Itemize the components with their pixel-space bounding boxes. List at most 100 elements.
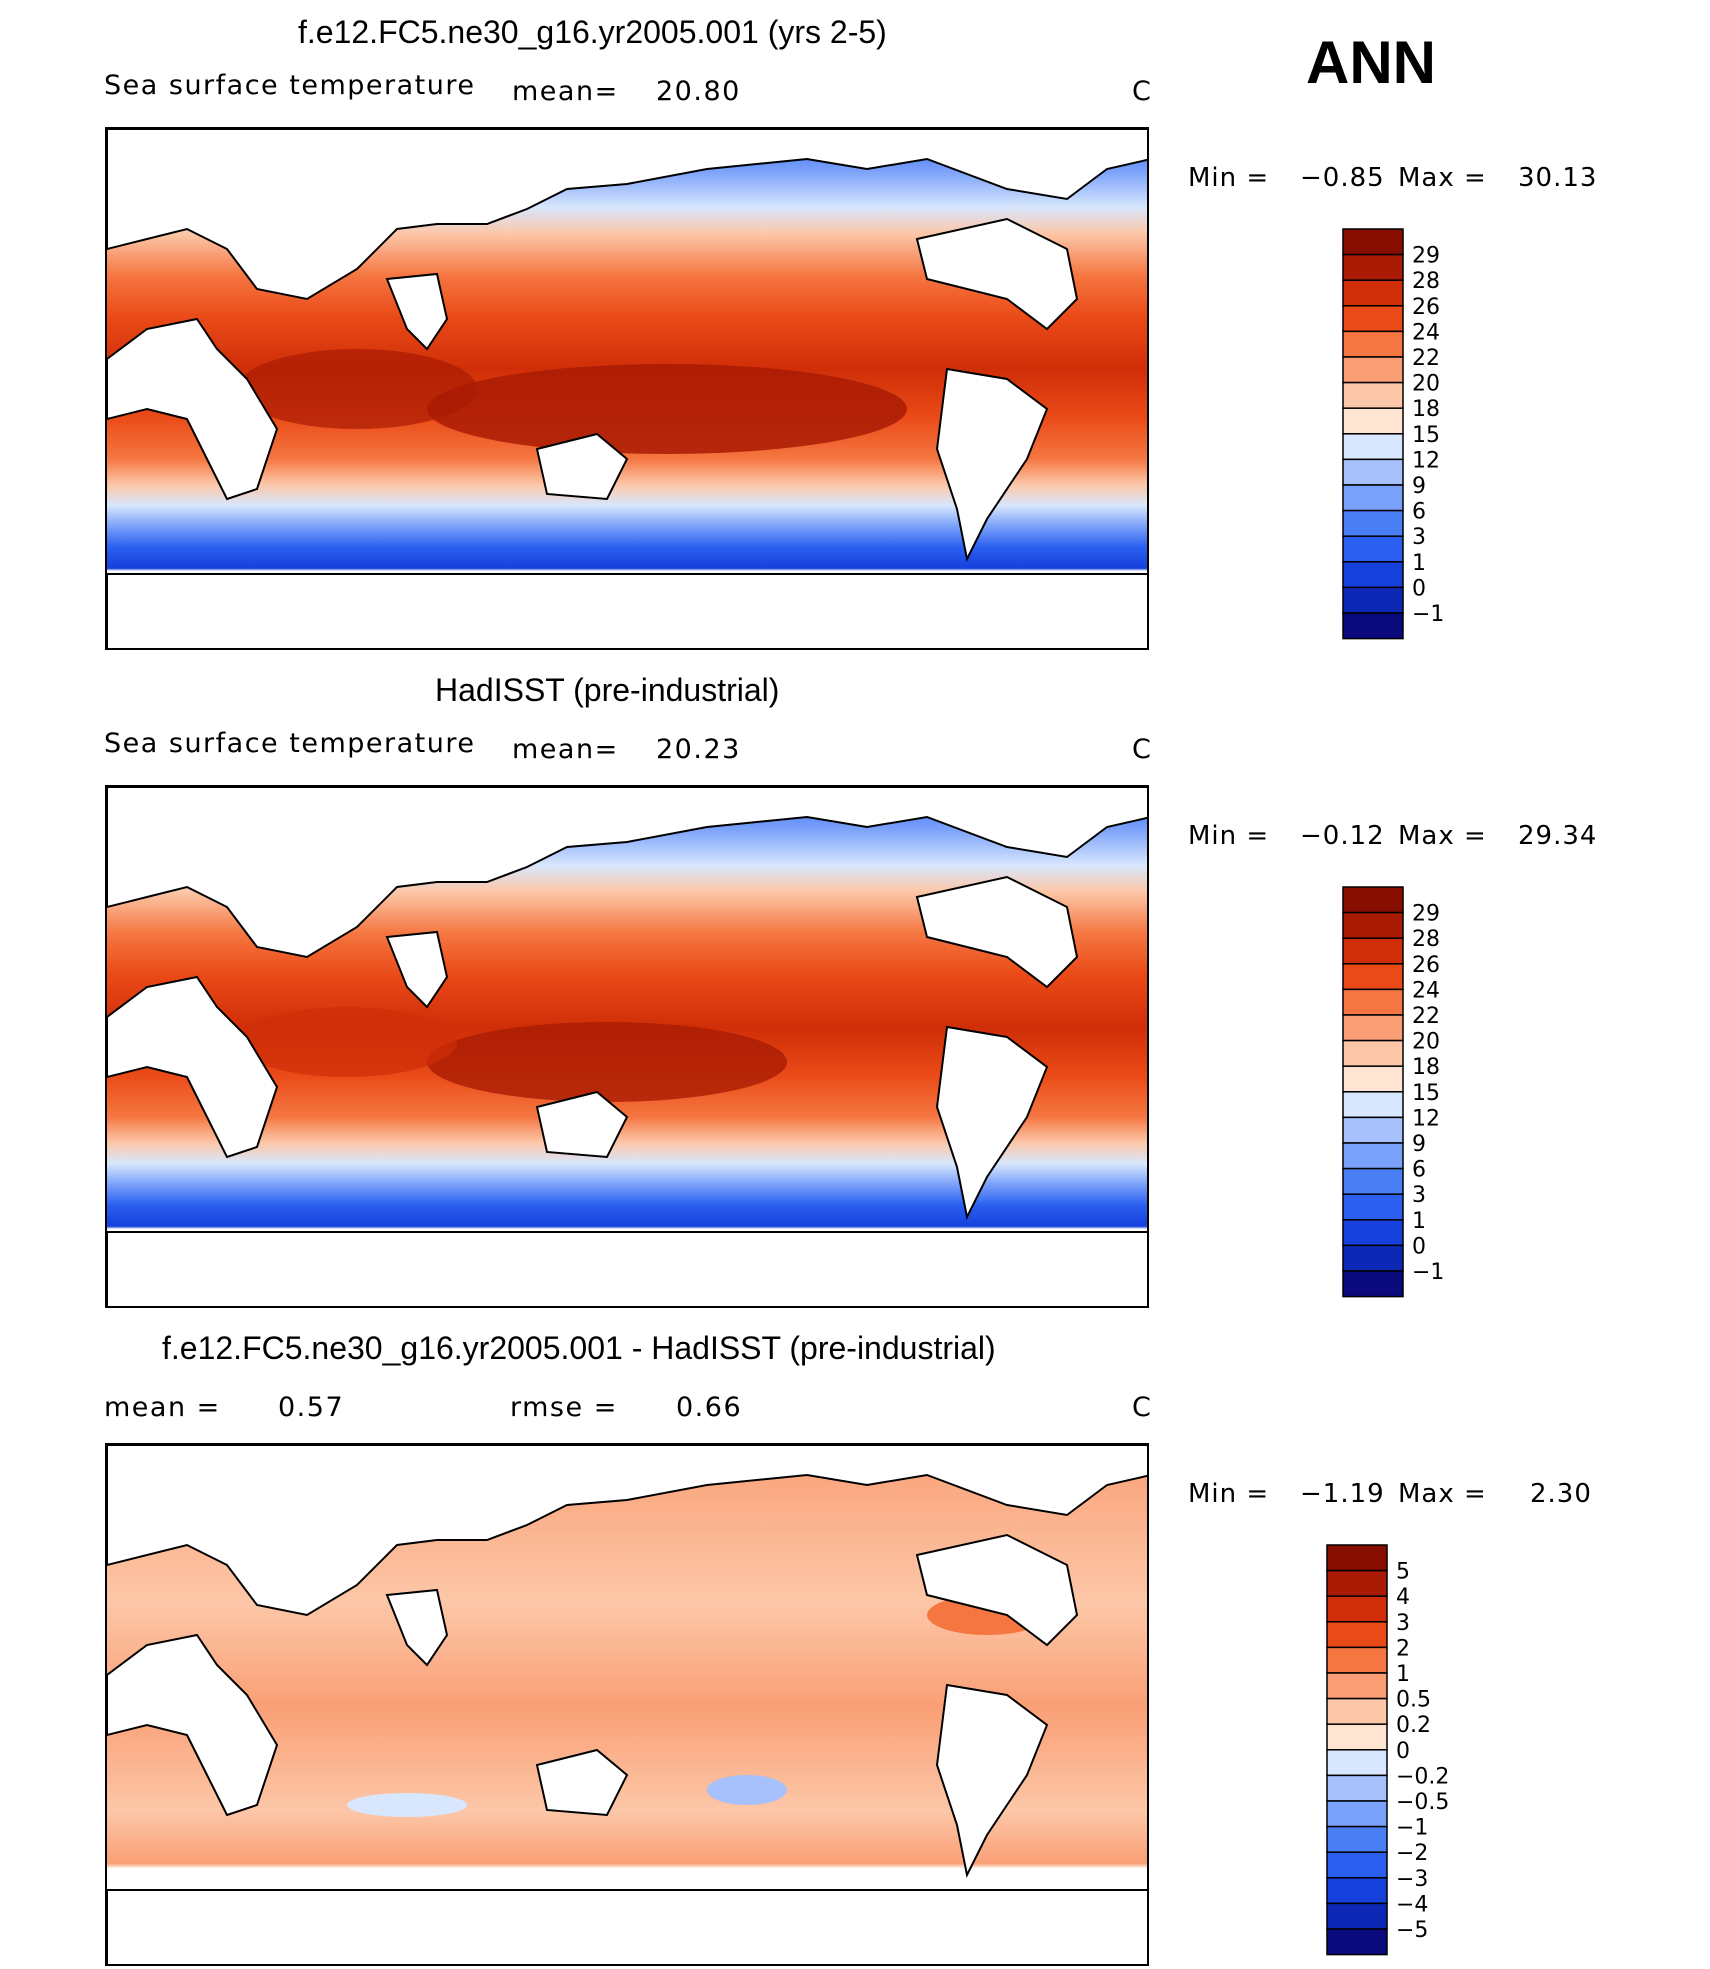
colorbar-tick-label: 24 (1412, 320, 1440, 345)
panel1-map-svg (107, 129, 1147, 648)
panel3-min-label: Min = (1188, 1479, 1270, 1509)
colorbar-tick-label: 9 (1412, 474, 1426, 499)
colorbar-swatch (1342, 458, 1404, 486)
colorbar-swatch (1342, 1039, 1404, 1067)
panel3-land (107, 1445, 1147, 1964)
panel3-max-label: Max = (1398, 1479, 1487, 1509)
colorbar-swatch (1342, 305, 1404, 333)
colorbar-swatch (1326, 1672, 1388, 1700)
panel3-units: C (1132, 1392, 1153, 1423)
panel3-colorbar: 5 4 3 2 1 0.5 0.2 0 −0.2 −0.5 −1 −2 −3 −4 −5 (1326, 1544, 1526, 1963)
panel2-max-value: 29.34 (1518, 821, 1598, 851)
panel1-colorbar: 29 28 26 24 22 20 18 15 12 9 6 3 1 0 −1 (1342, 228, 1542, 647)
colorbar-swatch (1342, 911, 1404, 939)
colorbar-swatch (1342, 407, 1404, 435)
panel1-mean-value: 20.80 (656, 76, 741, 107)
colorbar-tick-label: 26 (1412, 295, 1440, 320)
panel1-title: f.e12.FC5.ne30_g16.yr2005.001 (yrs 2-5) (298, 14, 887, 50)
colorbar-tick-label: 24 (1412, 978, 1440, 1003)
panel1-land (107, 129, 1147, 648)
panel3-mean-label: mean = (104, 1392, 221, 1423)
colorbar-swatch (1342, 1014, 1404, 1042)
panel2-variable: Sea surface temperature (104, 728, 476, 759)
colorbar-tick-label: 20 (1412, 1030, 1440, 1055)
colorbar-swatch (1342, 1167, 1404, 1195)
panel2-colorbar: 29 28 26 24 22 20 18 15 12 9 6 3 1 0 −1 (1342, 886, 1542, 1305)
colorbar-swatch (1342, 330, 1404, 358)
colorbar-tick-label: 28 (1412, 269, 1440, 294)
panel2-indian-warm (237, 1007, 457, 1077)
panel2-mean-label: mean= (512, 734, 619, 765)
colorbar-tick-label: 12 (1412, 1106, 1440, 1131)
panel3-max-value: 2.30 (1530, 1479, 1592, 1509)
colorbar-swatch (1326, 1749, 1388, 1777)
panel3-rmse-label: rmse = (510, 1392, 618, 1423)
colorbar-tick-label: 0 (1396, 1739, 1410, 1764)
colorbar-swatch (1326, 1928, 1388, 1956)
colorbar-tick-label: −3 (1396, 1867, 1428, 1892)
panel3-mean-value: 0.57 (278, 1392, 345, 1423)
panel3-cool-anomaly-2 (347, 1793, 467, 1817)
colorbar-tick-label: 6 (1412, 500, 1426, 525)
colorbar-tick-label: −1 (1412, 1260, 1444, 1285)
colorbar-tick-label: 3 (1412, 1183, 1426, 1208)
colorbar-swatch (1342, 381, 1404, 409)
colorbar-swatch (1342, 1193, 1404, 1221)
colorbar-swatch (1342, 484, 1404, 512)
colorbar-swatch (1342, 253, 1404, 281)
colorbar-tick-label: 6 (1412, 1158, 1426, 1183)
colorbar-swatch (1326, 1877, 1388, 1905)
colorbar-tick-label: 1 (1396, 1662, 1410, 1687)
panel3-min-value: −1.19 (1300, 1479, 1385, 1509)
colorbar-swatch (1326, 1544, 1388, 1572)
colorbar-swatch (1342, 1065, 1404, 1093)
panel1-indian-warm (237, 349, 477, 429)
panel1-min-label: Min = (1188, 163, 1270, 193)
panel1-variable: Sea surface temperature (104, 70, 476, 101)
panel2-title: HadISST (pre-industrial) (435, 672, 780, 708)
colorbar-swatch (1342, 963, 1404, 991)
colorbar-tick-label: 22 (1412, 1004, 1440, 1029)
panel2-min-label: Min = (1188, 821, 1270, 851)
colorbar-tick-label: −0.5 (1396, 1790, 1449, 1815)
colorbar-swatch (1342, 586, 1404, 614)
panel3-title: f.e12.FC5.ne30_g16.yr2005.001 - HadISST … (162, 1330, 996, 1366)
colorbar-tick-label: 2 (1396, 1636, 1410, 1661)
colorbar-tick-label: 0 (1412, 1234, 1426, 1259)
panel1-warm-pool (427, 364, 907, 454)
colorbar-tick-label: −0.2 (1396, 1764, 1449, 1789)
panel2-land (107, 787, 1147, 1306)
colorbar-tick-label: 12 (1412, 448, 1440, 473)
season-label: ANN (1306, 29, 1436, 96)
colorbar-tick-label: 3 (1412, 525, 1426, 550)
colorbar-swatch (1342, 535, 1404, 563)
colorbar-swatch (1326, 1800, 1388, 1828)
colorbar-swatch (1342, 1219, 1404, 1247)
panel1-units: C (1132, 76, 1153, 107)
colorbar-swatch (1342, 228, 1404, 256)
colorbar-swatch (1342, 988, 1404, 1016)
colorbar-tick-label: 4 (1396, 1585, 1410, 1610)
panel1-map (105, 127, 1149, 650)
colorbar-tick-label: 15 (1412, 1081, 1440, 1106)
colorbar-tick-label: −2 (1396, 1841, 1428, 1866)
colorbar-tick-label: 20 (1412, 372, 1440, 397)
panel2-mean-value: 20.23 (656, 734, 741, 765)
colorbar-swatch (1342, 1244, 1404, 1272)
colorbar-swatch (1326, 1646, 1388, 1674)
panel1-max-value: 30.13 (1518, 163, 1598, 193)
colorbar-swatch (1326, 1595, 1388, 1623)
colorbar-swatch (1342, 612, 1404, 640)
colorbar-tick-label: 26 (1412, 953, 1440, 978)
colorbar-swatch (1342, 356, 1404, 384)
panel2-units: C (1132, 734, 1153, 765)
panel1-max-label: Max = (1398, 163, 1487, 193)
colorbar-tick-label: −1 (1396, 1816, 1428, 1841)
colorbar-swatch (1326, 1902, 1388, 1930)
colorbar-swatch (1326, 1774, 1388, 1802)
colorbar-tick-label: 18 (1412, 1055, 1440, 1080)
colorbar-tick-label: 28 (1412, 927, 1440, 952)
colorbar-swatch (1342, 886, 1404, 914)
